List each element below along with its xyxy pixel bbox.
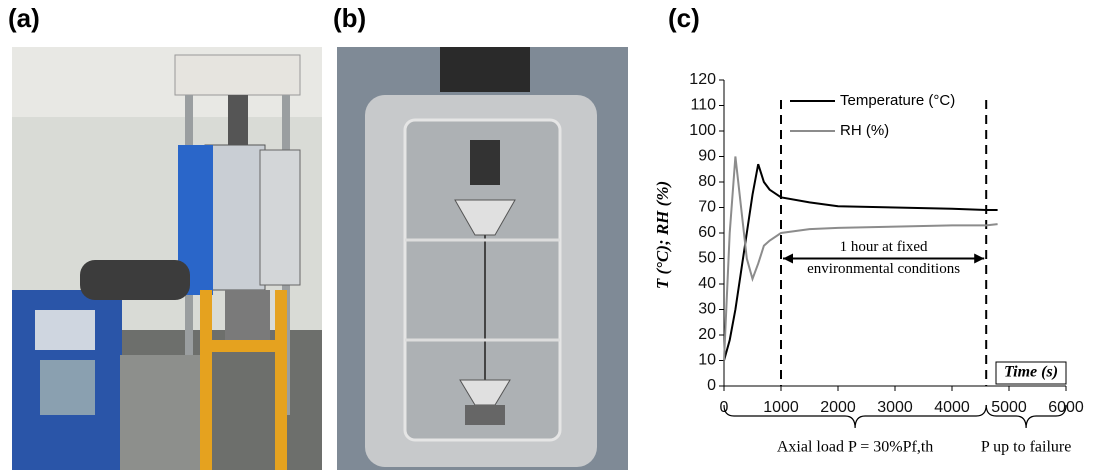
y-tick-label: 110 <box>690 97 716 114</box>
panel-label: (a) <box>8 3 40 33</box>
y-tick-label: 40 <box>698 275 716 292</box>
y-tick-label: 30 <box>698 301 716 318</box>
y-tick-label: 70 <box>698 199 716 216</box>
y-tick-label: 10 <box>698 352 716 369</box>
y-tick-label: 50 <box>698 250 716 267</box>
line-series <box>723 163 998 361</box>
line-chart: T (°C); RH (%) Time (s) <box>653 181 1067 385</box>
brace <box>985 404 1067 429</box>
phase-label: P up to failure <box>981 439 1072 456</box>
x-tick-label: 5000 <box>991 399 1027 416</box>
x-tick-label: 4000 <box>934 399 970 416</box>
x-tick-label: 1000 <box>763 399 799 416</box>
y-tick-label: 60 <box>698 224 716 241</box>
y-tick-label: 20 <box>698 326 716 343</box>
x-label-box <box>995 361 1067 385</box>
y-tick-label: 80 <box>698 173 716 190</box>
panel-label: (b) <box>333 3 366 33</box>
x-axis-label: Time (s) <box>1004 364 1058 381</box>
annotation: 1 hour at fixed <box>840 239 928 255</box>
y-tick-label: 120 <box>689 71 716 88</box>
brace <box>723 404 987 429</box>
x-tick-label: 3000 <box>877 399 913 416</box>
x-tick-label: 2000 <box>820 399 856 416</box>
legend-label: Temperature (°C) <box>840 92 955 109</box>
annotation: environmental conditions <box>807 261 960 277</box>
panel-label: (c) <box>668 3 700 33</box>
legend-label: RH (%) <box>840 122 889 139</box>
phase-label: Axial load P = 30%Pf,th <box>777 439 933 456</box>
photo-b <box>337 47 628 470</box>
y-tick-label: 0 <box>707 377 716 394</box>
line-series <box>723 156 998 361</box>
y-axis-label: T (°C); RH (%) <box>653 181 672 289</box>
photo-a <box>12 47 322 470</box>
y-tick-label: 90 <box>698 148 716 165</box>
y-tick-label: 100 <box>689 122 716 139</box>
